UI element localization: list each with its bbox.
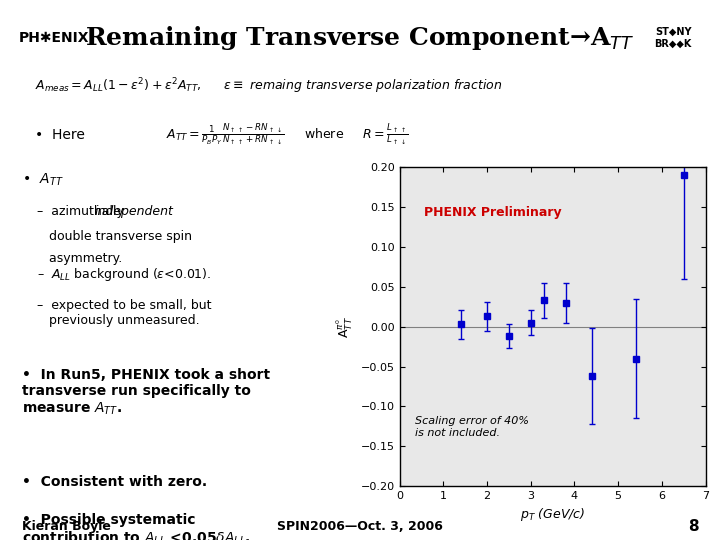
Text: Kieran Boyle: Kieran Boyle [22, 520, 110, 533]
Text: •  Possible systematic
contribution to $A_{LL}$ <0.05$\delta A_{LL}$.: • Possible systematic contribution to $A… [22, 513, 251, 540]
Text: asymmetry.: asymmetry. [37, 252, 122, 265]
Text: •  $A_{TT}$: • $A_{TT}$ [22, 172, 64, 188]
Y-axis label: A$^{π^0}_{TT}$: A$^{π^0}_{TT}$ [335, 316, 355, 338]
Text: Remaining Transverse Component→A$_{TT}$: Remaining Transverse Component→A$_{TT}$ [85, 24, 635, 52]
Text: $A_{meas} = A_{LL}(1 - \epsilon^2) + \epsilon^2 A_{TT},$     $\epsilon \equiv$ r: $A_{meas} = A_{LL}(1 - \epsilon^2) + \ep… [35, 77, 503, 96]
Text: •  Here: • Here [35, 128, 85, 142]
Text: •  Consistent with zero.: • Consistent with zero. [22, 475, 207, 489]
Text: –  expected to be small, but
   previously unmeasured.: – expected to be small, but previously u… [37, 299, 212, 327]
Text: ST◆NY
BR◆◆K: ST◆NY BR◆◆K [654, 27, 692, 49]
Text: PH✱ENIX: PH✱ENIX [19, 31, 89, 45]
Text: 8: 8 [688, 519, 698, 534]
Text: SPIN2006—Oct. 3, 2006: SPIN2006—Oct. 3, 2006 [277, 520, 443, 533]
Text: $A_{TT} = \frac{1}{P_B P_Y} \frac{N_{\uparrow\uparrow} - R N_{\uparrow\downarrow: $A_{TT} = \frac{1}{P_B P_Y} \frac{N_{\up… [166, 123, 409, 147]
Text: PHENIX Preliminary: PHENIX Preliminary [424, 206, 562, 219]
Text: independent: independent [95, 205, 174, 218]
Text: –  $A_{LL}$ background ($\varepsilon$<0.01).: – $A_{LL}$ background ($\varepsilon$<0.0… [37, 266, 211, 284]
X-axis label: p$_T$ (GeV/c): p$_T$ (GeV/c) [520, 507, 585, 523]
Text: double transverse spin: double transverse spin [37, 230, 192, 243]
Text: –  azimuthally: – azimuthally [37, 205, 127, 218]
Text: •  In Run5, PHENIX took a short
transverse run specifically to
measure $A_{TT}$.: • In Run5, PHENIX took a short transvers… [22, 368, 270, 417]
Text: Scaling error of 40%
is not included.: Scaling error of 40% is not included. [415, 416, 529, 437]
